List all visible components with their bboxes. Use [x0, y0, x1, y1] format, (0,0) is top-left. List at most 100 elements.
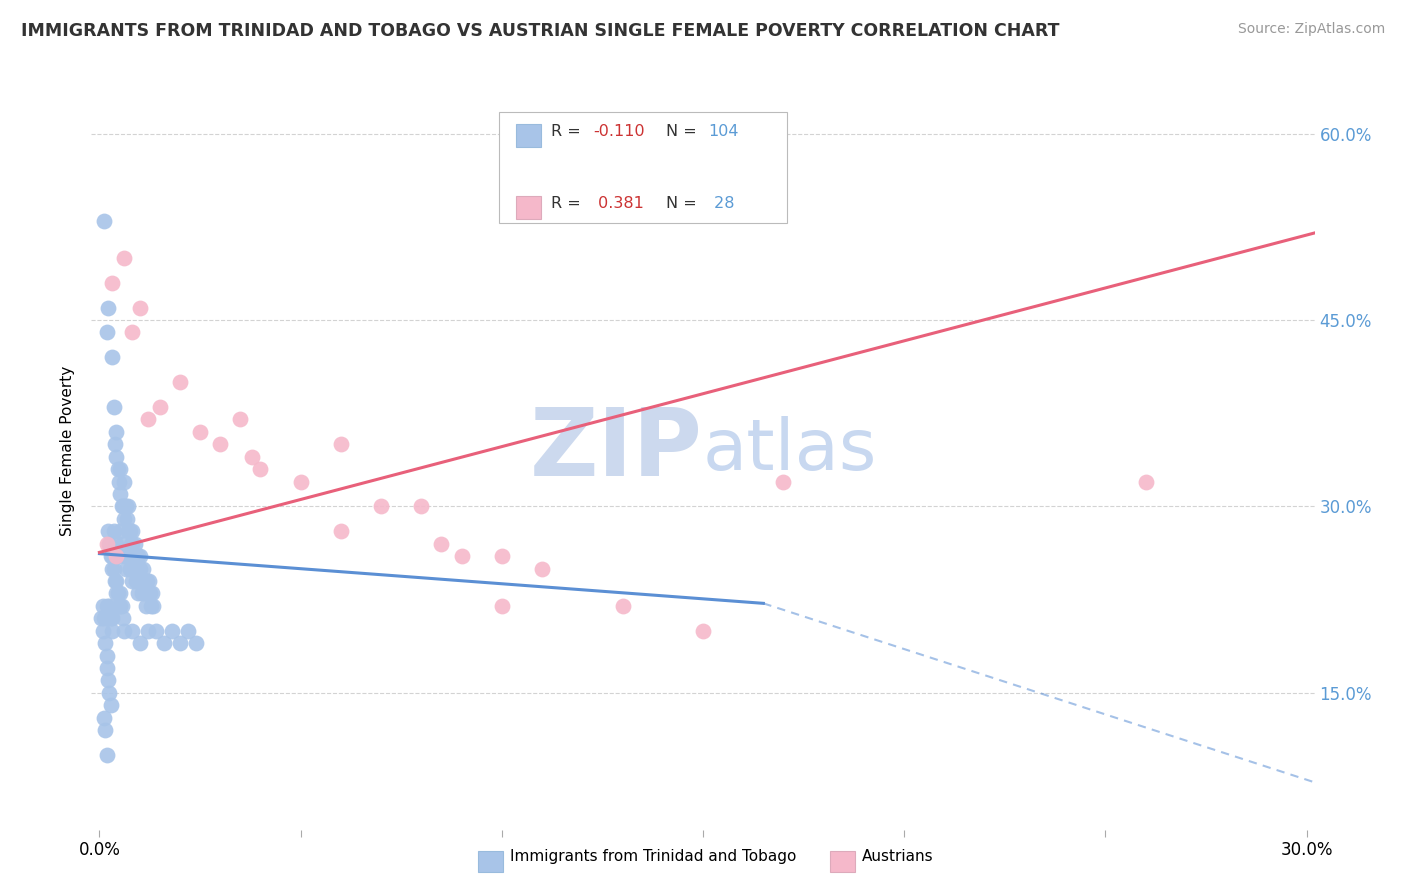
Point [110, 487, 132, 501]
Point [132, 561, 155, 575]
Point [136, 586, 159, 600]
Point [108, 524, 131, 539]
Point [96, 661, 118, 675]
Point [115, 512, 138, 526]
Point [121, 524, 143, 539]
Point [531, 561, 554, 575]
Point [110, 500, 132, 514]
Point [105, 586, 128, 600]
Point [329, 524, 352, 539]
Point [94, 636, 117, 650]
Point [112, 549, 135, 563]
Point [112, 512, 135, 526]
Point [104, 549, 127, 563]
Point [107, 462, 129, 476]
Point [135, 586, 157, 600]
Text: ZIP: ZIP [530, 404, 703, 497]
Point [138, 586, 160, 600]
Point [107, 549, 129, 563]
Point [117, 549, 139, 563]
Point [93, 599, 115, 613]
Point [134, 574, 156, 588]
Point [108, 586, 131, 600]
Point [184, 636, 207, 650]
Point [111, 500, 134, 514]
Point [1135, 475, 1157, 489]
Point [104, 574, 127, 588]
Point [249, 462, 271, 476]
Point [107, 475, 129, 489]
Point [104, 574, 127, 588]
Point [132, 574, 155, 588]
Point [136, 586, 159, 600]
Point [97, 673, 120, 688]
Point [128, 549, 150, 563]
Point [139, 599, 162, 613]
Point [124, 574, 146, 588]
Point [131, 586, 153, 600]
Point [97, 611, 120, 625]
Point [229, 412, 252, 426]
Point [127, 586, 149, 600]
Point [135, 599, 157, 613]
Point [103, 524, 125, 539]
Point [131, 574, 153, 588]
Point [98, 537, 121, 551]
Point [96, 537, 118, 551]
Point [169, 636, 191, 650]
Point [96, 599, 118, 613]
Point [111, 611, 134, 625]
Point [96, 648, 118, 663]
Point [128, 301, 150, 315]
Point [128, 561, 150, 575]
Point [112, 475, 135, 489]
Text: R =: R = [551, 124, 586, 138]
Point [135, 574, 157, 588]
Point [122, 549, 145, 563]
Point [124, 537, 146, 551]
Point [103, 561, 125, 575]
Point [100, 549, 122, 563]
Point [100, 611, 122, 625]
Point [117, 500, 139, 514]
Point [100, 698, 122, 713]
Point [129, 561, 152, 575]
Text: R =: R = [551, 196, 586, 211]
Point [103, 400, 125, 414]
Text: Austrians: Austrians [862, 849, 934, 863]
Point [97, 301, 120, 315]
Point [136, 624, 159, 638]
Point [121, 624, 143, 638]
Point [91, 624, 114, 638]
Point [370, 500, 392, 514]
Point [125, 561, 148, 575]
Point [138, 574, 160, 588]
Point [118, 524, 141, 539]
Point [96, 326, 118, 340]
Point [107, 599, 129, 613]
Point [100, 276, 122, 290]
Y-axis label: Single Female Poverty: Single Female Poverty [60, 366, 76, 535]
Point [141, 586, 163, 600]
Point [104, 437, 127, 451]
Text: 104: 104 [709, 124, 740, 138]
Point [177, 624, 200, 638]
Point [114, 500, 136, 514]
Text: 28: 28 [709, 196, 734, 211]
Point [121, 326, 143, 340]
Point [100, 350, 122, 364]
Point [110, 599, 132, 613]
Point [128, 636, 150, 650]
Point [97, 524, 120, 539]
Point [153, 636, 176, 650]
Point [94, 723, 117, 738]
Point [120, 537, 142, 551]
Text: N =: N = [666, 196, 703, 211]
Point [114, 561, 136, 575]
Point [100, 611, 122, 625]
Point [96, 747, 118, 762]
Point [124, 549, 146, 563]
Point [101, 624, 124, 638]
Text: N =: N = [666, 124, 703, 138]
Point [128, 574, 150, 588]
